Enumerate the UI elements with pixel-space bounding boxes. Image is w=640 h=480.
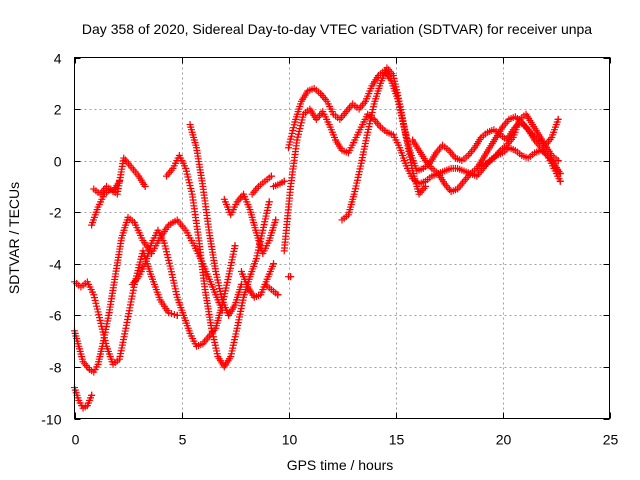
series-sat-b [71,384,96,412]
series-sat-i [220,190,280,257]
series-sat-g [163,151,273,371]
series-sat-l [261,280,282,299]
data-point [173,311,181,319]
y-tick-label: -8 [49,360,62,376]
plot-border [74,57,610,419]
series-sat-f [128,226,239,350]
y-tick-label: -2 [49,205,62,221]
x-tick-label: 0 [72,432,80,448]
y-axis-label: SDTVAR / TECUs [6,182,22,294]
data-point [88,391,96,399]
data-point [274,291,282,299]
data-point [556,177,564,185]
grid-lines [74,57,610,419]
series-sat-s [477,110,562,170]
data-point [231,242,239,250]
axis-ticks: 0 5 10 15 20 25 -10 -8 -6 -4 -2 0 2 4 [41,51,618,448]
data-point [141,182,149,190]
x-tick-label: 15 [389,432,405,448]
y-tick-label: -4 [49,257,62,273]
series-sat-m [270,177,288,190]
x-tick-label: 5 [179,432,187,448]
data-point [265,198,273,206]
y-tick-label: 2 [54,102,62,118]
data-point [270,260,278,268]
y-tick-label: -10 [41,412,61,428]
series-sat-n [285,273,295,281]
data-point [287,273,295,281]
x-tick-label: 10 [282,432,298,448]
series-sat-e [90,177,123,198]
x-axis-label: GPS time / hours [287,457,394,473]
series-sat-h [186,121,245,319]
data-point [267,172,275,180]
series-sat-r [409,113,564,196]
y-tick-label: 4 [54,51,62,67]
data-point [554,115,562,123]
series-sat-q [338,64,429,224]
y-tick-label: -6 [49,308,62,324]
series-sat-k [248,172,275,198]
data-point [421,182,429,190]
x-tick-label: 20 [496,432,512,448]
data-point [554,157,562,165]
data-point [280,177,288,185]
chart-title: Day 358 of 2020, Sidereal Day-to-day VTE… [82,21,592,37]
y-tick-label: 0 [54,154,62,170]
series-sat-c [71,247,181,368]
x-tick-label: 25 [603,432,619,448]
data-point [272,216,280,224]
data-points [71,64,564,412]
data-point [115,177,123,185]
